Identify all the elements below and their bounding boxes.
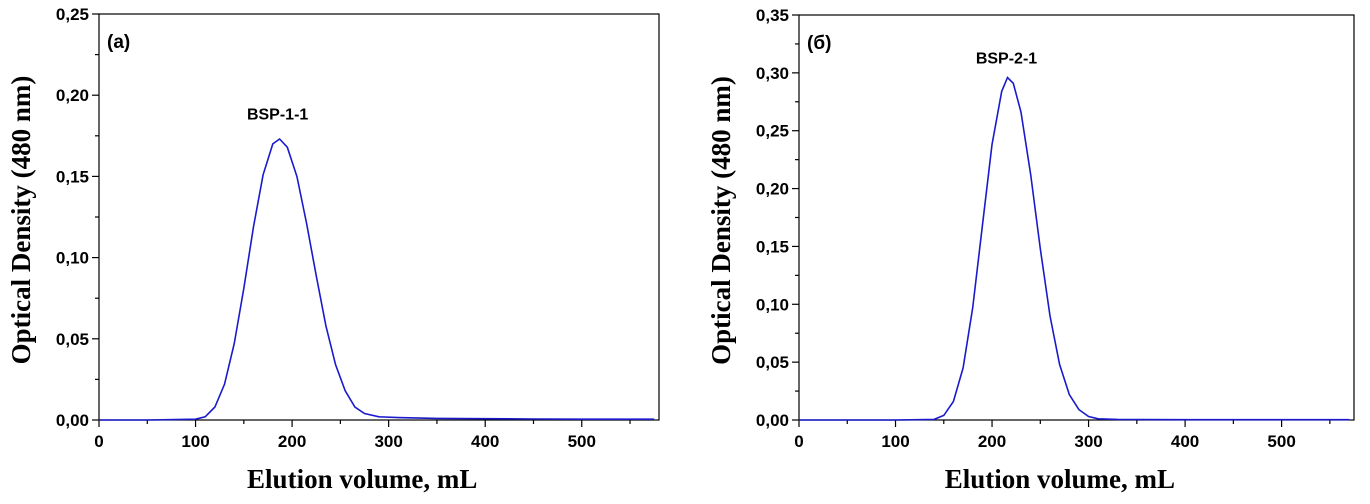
x-tick-label: 200: [278, 432, 306, 451]
x-tick-label: 500: [568, 432, 596, 451]
x-axis-title: Elution volume, mL: [945, 464, 1175, 494]
y-tick-label: 0,20: [756, 180, 789, 199]
y-tick-label: 0,15: [56, 167, 89, 186]
y-tick-label: 0,05: [756, 353, 789, 372]
peak-annotation: BSP-1-1: [247, 107, 308, 124]
x-tick-label: 100: [881, 432, 909, 451]
panel-label: (б): [807, 33, 831, 54]
series-line: [799, 76, 1350, 421]
x-axis-title: Elution volume, mL: [247, 464, 477, 494]
y-axis-title: Optical Density (480 nm): [706, 76, 736, 365]
series-line: [99, 137, 655, 421]
y-tick-label: 0,00: [56, 411, 89, 430]
y-tick-label: 0,20: [56, 86, 89, 105]
x-tick-label: 400: [1171, 432, 1199, 451]
y-tick-label: 0,25: [756, 122, 789, 141]
y-axis-title: Optical Density (480 nm): [6, 76, 36, 365]
y-tick-label: 0,00: [756, 411, 789, 430]
plot-frame: [98, 13, 660, 421]
x-tick-label: 0: [794, 432, 803, 451]
x-tick-label: 200: [978, 432, 1006, 451]
y-tick-label: 0,25: [56, 5, 89, 24]
x-tick-label: 300: [1074, 432, 1102, 451]
panel-label: (a): [107, 32, 130, 53]
plot-frame: [798, 14, 1355, 421]
y-tick-label: 0,10: [756, 295, 789, 314]
x-tick-label: 0: [94, 432, 103, 451]
peak-annotation: BSP-2-1: [976, 51, 1037, 68]
x-tick-label: 100: [181, 432, 209, 451]
y-tick-label: 0,05: [56, 330, 89, 349]
y-tick-label: 0,30: [756, 64, 789, 83]
x-tick-label: 500: [1267, 432, 1295, 451]
chart-panel-b: 0 100 200 300 400 500 0,00 0,05 0,10 0,15 0,20 0,25…: [706, 6, 1355, 494]
y-tick-label: 0,35: [756, 6, 789, 25]
y-tick-label: 0,15: [756, 237, 789, 256]
x-tick-label: 300: [374, 432, 402, 451]
chart-panel-a: 0 100 200 300 400 500 0,00 0,05 0,10 0,15 0,20 0,25…: [6, 5, 660, 494]
y-tick-label: 0,10: [56, 249, 89, 268]
x-tick-label: 400: [471, 432, 499, 451]
